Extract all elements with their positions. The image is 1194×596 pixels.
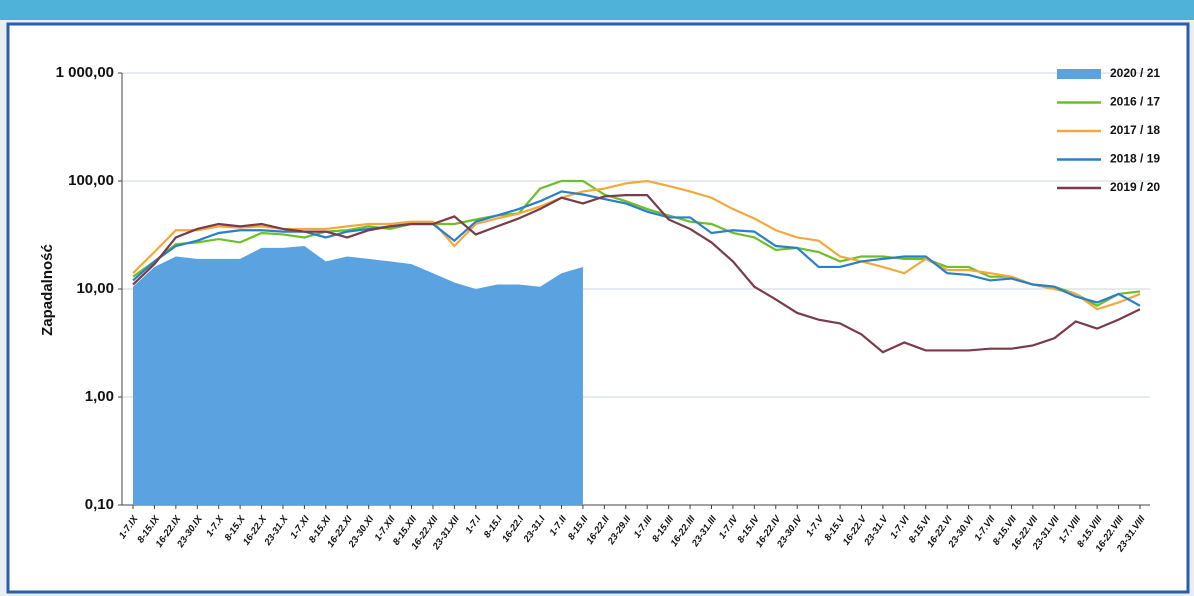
- y-tick-label: 0,10: [85, 496, 114, 513]
- legend-label: 2016 / 17: [1110, 95, 1160, 109]
- legend-swatch: [1057, 69, 1101, 79]
- top-banner: [0, 0, 1194, 20]
- y-tick-label: 1 000,00: [56, 64, 114, 81]
- line: [132, 179, 1141, 311]
- legend-label: 2017 / 18: [1110, 123, 1160, 137]
- area: [133, 246, 583, 506]
- y-tick-label: 1,00: [85, 388, 114, 405]
- legend-label: 2019 / 20: [1110, 180, 1160, 194]
- y-axis-label: Zapadalność: [39, 244, 56, 336]
- line: [132, 179, 1141, 307]
- y-tick-label: 100,00: [68, 172, 114, 189]
- line: [132, 194, 1141, 354]
- legend-label: 2018 / 19: [1110, 152, 1160, 166]
- legend-label: 2020 / 21: [1110, 66, 1160, 80]
- y-tick-label: 10,00: [76, 280, 114, 297]
